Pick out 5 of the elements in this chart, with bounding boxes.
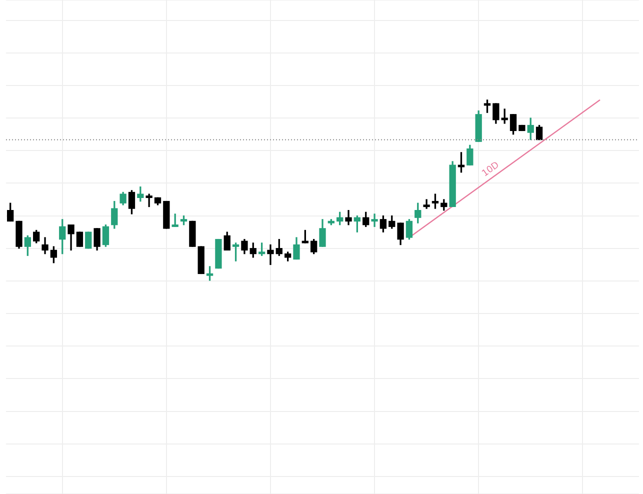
candlestick	[146, 194, 152, 208]
candlestick	[423, 199, 430, 209]
candlestick	[371, 214, 378, 227]
annotation: 10D	[480, 160, 502, 180]
candlestick	[267, 244, 274, 265]
